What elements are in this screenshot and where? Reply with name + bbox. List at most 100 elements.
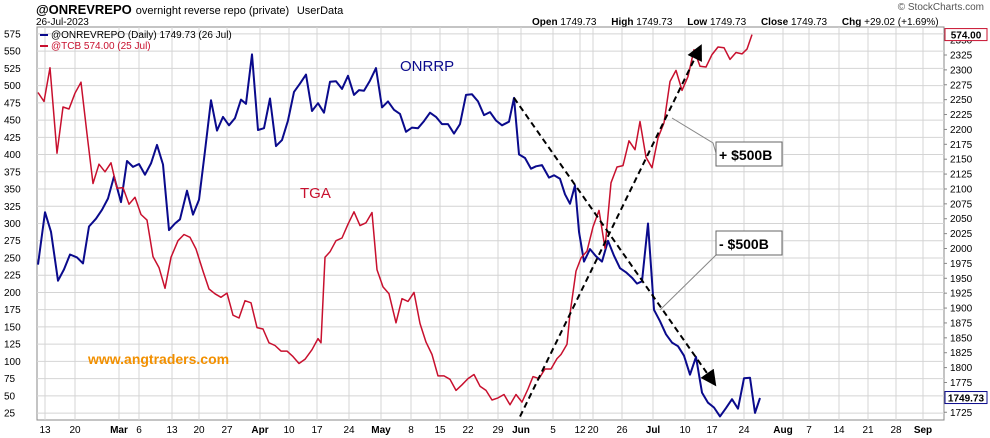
stockcharts-brand: © StockCharts.com	[897, 2, 984, 13]
x-tick-label: 21	[862, 425, 874, 436]
high-label: High	[611, 17, 634, 28]
right-tick-label: 1975	[950, 259, 973, 270]
right-tick-label: 2175	[950, 140, 973, 151]
right-tick-label: 1925	[950, 289, 973, 300]
x-tick-label: 10	[283, 425, 295, 436]
right-tick-label: 2200	[950, 125, 973, 136]
right-tick-label: 2300	[950, 65, 973, 76]
x-tick-label: 28	[890, 425, 902, 436]
onrrp-annotation: ONRRP	[400, 58, 454, 75]
series-line-tgb	[37, 34, 753, 406]
close-value: 1749.73	[790, 17, 828, 28]
x-tick-label: 24	[343, 425, 355, 436]
left-tick-label: 75	[4, 374, 16, 385]
onrrp-last-value-label-box	[944, 391, 988, 405]
chg-value: +29.02 (+1.69%)	[864, 17, 939, 28]
x-tick-label: 29	[492, 425, 504, 436]
left-tick-label: 450	[4, 116, 21, 127]
callout-pointer-minus	[659, 242, 717, 311]
tgb-last-value-label: 574.00	[951, 31, 982, 42]
left-tick-label: 350	[4, 185, 21, 196]
x-tick-label: 6	[136, 425, 142, 436]
left-tick-label: 475	[4, 98, 21, 109]
right-tick-label: 1850	[950, 333, 973, 344]
left-tick-label: 275	[4, 236, 21, 247]
callout-box-minus	[715, 230, 783, 256]
left-tick-label: 200	[4, 288, 21, 299]
x-tick-label: 8	[408, 425, 414, 436]
left-tick-label: 250	[4, 253, 21, 264]
chart-symbol-title: @ONREVREPO overnight reverse repo (privat…	[36, 2, 343, 17]
left-tick-label: 525	[4, 64, 21, 75]
right-tick-label: 1725	[950, 408, 973, 419]
right-tick-label: 2050	[950, 214, 973, 225]
x-tick-label: 14	[833, 425, 845, 436]
symbol-name: @ONREVREPO	[36, 2, 132, 17]
right-tick-label: 2325	[950, 50, 973, 61]
trend-arrow-down	[513, 97, 717, 387]
right-tick-label: 1775	[950, 378, 973, 389]
x-tick-label: 12	[574, 425, 586, 436]
right-tick-label: 2025	[950, 229, 973, 240]
x-tick-label: 22	[462, 425, 474, 436]
left-tick-label: 225	[4, 271, 21, 282]
legend-label: @ONREVREPO (Daily) 1749.73 (26 Jul)	[51, 30, 232, 41]
left-tick-label: 175	[4, 305, 21, 316]
website-annotation: www.angtraders.com	[87, 351, 229, 367]
x-tick-label: 24	[738, 425, 750, 436]
user-data-label: UserData	[296, 5, 344, 17]
tga-annotation: TGA	[300, 185, 331, 202]
right-tick-label: 1875	[950, 318, 973, 329]
x-tick-label: 17	[311, 425, 323, 436]
x-tick-label: 17	[706, 425, 718, 436]
x-tick-label: 5	[550, 425, 556, 436]
ohlc-readout: Open 1749.73 High 1749.73 Low 1749.73 Cl…	[532, 17, 951, 28]
left-tick-label: 500	[4, 81, 21, 92]
series-line-onrrp	[37, 53, 761, 418]
right-tick-label: 2125	[950, 170, 973, 181]
x-tick-label: 13	[39, 425, 51, 436]
left-tick-label: 550	[4, 47, 21, 58]
left-tick-label: 300	[4, 219, 21, 230]
right-tick-label: 2100	[950, 184, 973, 195]
low-value: 1749.73	[710, 17, 747, 28]
x-tick-label: Jul	[646, 425, 661, 436]
right-tick-label: 2150	[950, 155, 973, 166]
onrrp-last-value-label: 1749.73	[948, 394, 985, 405]
right-tick-label: 2075	[950, 199, 973, 210]
open-label: Open	[532, 17, 558, 28]
right-tick-label: 2225	[950, 110, 973, 121]
left-tick-label: 150	[4, 322, 21, 333]
left-tick-label: 125	[4, 340, 21, 351]
left-tick-label: 375	[4, 167, 21, 178]
minus-500b-annotation: - $500B	[719, 236, 769, 252]
x-tick-label: Jun	[512, 425, 530, 436]
left-tick-label: 575	[4, 29, 21, 40]
high-value: 1749.73	[636, 17, 673, 28]
x-tick-label: 20	[193, 425, 205, 436]
x-tick-label: 26	[616, 425, 628, 436]
x-tick-label: 7	[806, 425, 812, 436]
chart-date: 26-Jul-2023	[36, 17, 89, 28]
plus-500b-annotation: + $500B	[719, 147, 772, 163]
x-tick-label: Apr	[251, 425, 268, 436]
x-tick-label: Sep	[914, 425, 932, 436]
x-tick-label: 10	[679, 425, 691, 436]
right-tick-label: 1950	[950, 274, 973, 285]
open-value: 1749.73	[560, 17, 597, 28]
x-tick-label: 20	[69, 425, 81, 436]
low-label: Low	[687, 17, 708, 28]
x-tick-label: Mar	[110, 425, 128, 436]
right-tick-label: 1800	[950, 363, 973, 374]
trend-arrow-up	[519, 44, 702, 417]
callout-box-plus	[715, 141, 783, 167]
left-tick-label: 400	[4, 150, 21, 161]
left-tick-label: 100	[4, 357, 21, 368]
left-tick-label: 50	[4, 391, 16, 402]
right-tick-label: 2250	[950, 95, 973, 106]
x-tick-label: 15	[434, 425, 446, 436]
legend-label: @TCB 574.00 (25 Jul)	[51, 41, 151, 52]
right-tick-label: 2000	[950, 244, 973, 255]
right-tick-label: 1900	[950, 304, 973, 315]
